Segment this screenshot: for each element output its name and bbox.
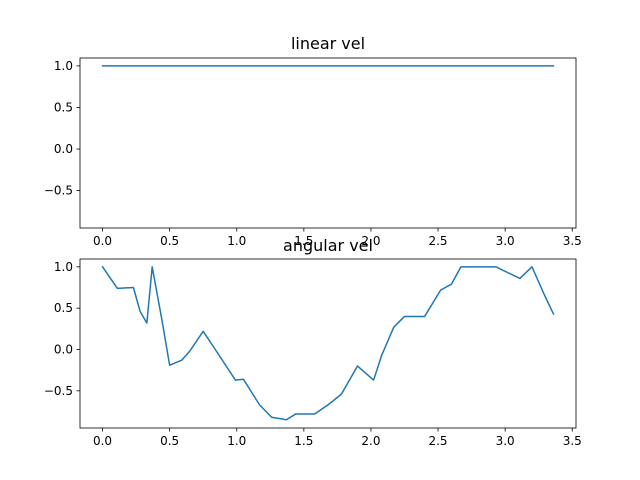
x-tick-label: 1.5 xyxy=(294,434,313,448)
y-tick-label: 1.0 xyxy=(54,260,73,274)
x-tick-label: 0.5 xyxy=(160,434,179,448)
x-tick-label: 3.5 xyxy=(563,434,582,448)
x-tick-label: 1.0 xyxy=(227,434,246,448)
x-tick-label: 0.0 xyxy=(93,434,112,448)
x-tick-label: 0.0 xyxy=(93,234,112,248)
x-tick-label: 2.5 xyxy=(428,434,447,448)
y-tick-label: 0.0 xyxy=(54,142,73,156)
x-tick-label: 2.0 xyxy=(361,434,380,448)
x-tick-label: 3.0 xyxy=(496,234,515,248)
y-axis: 1.0 0.5 0.0 −0.5 xyxy=(44,260,80,398)
x-axis: 0.0 0.5 1.0 1.5 2.0 2.5 3.0 3.5 xyxy=(93,428,582,448)
x-axis: 0.0 0.5 1.0 1.5 2.0 2.5 3.0 3.5 xyxy=(93,228,582,248)
subplot-linear-vel: linear vel 0.0 0.5 1.0 1.5 2.0 2.5 3.0 3.5 1.00… xyxy=(44,34,582,248)
y-tick-label: 0.5 xyxy=(54,301,73,315)
x-tick-label: 2.5 xyxy=(428,234,447,248)
x-tick-label: 3.0 xyxy=(496,434,515,448)
y-tick-label: 0.0 xyxy=(54,342,73,356)
axes-frame xyxy=(79,57,577,229)
chart-title: angular vel xyxy=(283,236,373,255)
subplot-angular-vel: 0.0 0.5 1.0 1.5 2.0 2.5 3.0 3.5 1.0 0.5 0.0 −0.5 a… xyxy=(44,236,582,448)
series-line xyxy=(101,265,555,421)
y-tick-label: 1.0 xyxy=(54,59,73,73)
x-tick-label: 0.5 xyxy=(160,234,179,248)
chart-title: linear vel xyxy=(291,34,365,53)
y-tick-label: −0.5 xyxy=(44,384,73,398)
x-tick-label: 2.0 xyxy=(361,234,380,248)
axes-frame xyxy=(79,258,577,429)
y-tick-label: −0.5 xyxy=(44,184,73,198)
y-tick-label: 0.5 xyxy=(54,100,73,114)
series-layer xyxy=(101,265,555,421)
x-tick-label: 1.5 xyxy=(294,234,313,248)
x-tick-label: 3.5 xyxy=(563,234,582,248)
x-tick-label: 1.0 xyxy=(227,234,246,248)
y-axis: 1.0 0.5 0.0 −0.5 xyxy=(44,59,80,198)
